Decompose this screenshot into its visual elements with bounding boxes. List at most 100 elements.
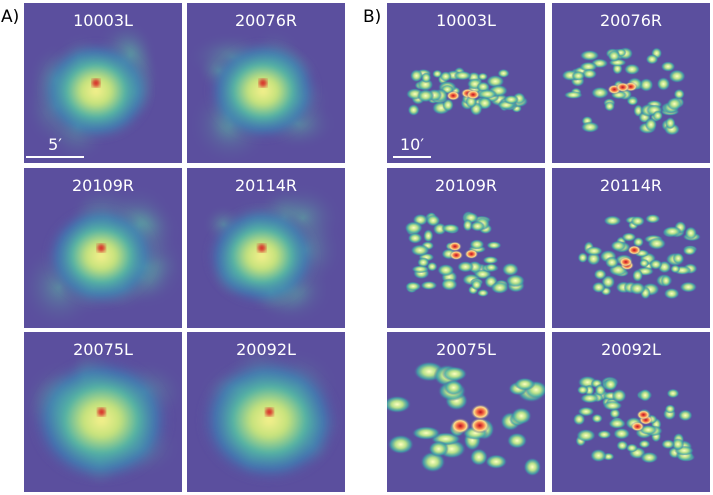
heatmap-content xyxy=(187,27,337,163)
spot xyxy=(404,221,424,235)
image-label: 20109R xyxy=(72,176,134,195)
spot xyxy=(563,90,583,100)
spot xyxy=(485,454,508,470)
spot xyxy=(579,61,598,72)
spot xyxy=(469,448,489,466)
core xyxy=(38,39,155,143)
spot xyxy=(638,439,651,449)
heatmap: 20075L xyxy=(387,332,545,492)
spot xyxy=(477,72,489,81)
hot-spot xyxy=(446,90,461,101)
spot xyxy=(638,388,652,402)
image-label: 10003L xyxy=(436,11,496,30)
core xyxy=(29,355,175,485)
spot xyxy=(591,281,606,294)
spot xyxy=(603,377,618,391)
hot-spot xyxy=(447,241,462,252)
spot xyxy=(677,409,693,422)
peak xyxy=(258,79,267,87)
spot xyxy=(666,97,683,111)
spot xyxy=(649,259,663,270)
spot xyxy=(514,377,536,391)
image-label: 10003L xyxy=(73,11,133,30)
spot xyxy=(420,280,438,291)
peak xyxy=(97,244,106,252)
heatmap-content xyxy=(24,17,162,163)
core xyxy=(204,39,321,143)
spot xyxy=(420,72,432,84)
spot xyxy=(482,255,499,265)
heatmap: 20114R xyxy=(187,168,345,328)
spot xyxy=(580,121,600,133)
spot xyxy=(644,117,658,132)
heatmap-bg xyxy=(387,3,545,163)
peak xyxy=(265,408,274,416)
core xyxy=(196,355,342,485)
spot xyxy=(660,61,676,72)
spot xyxy=(604,256,620,269)
hot-spot xyxy=(466,89,481,100)
heatmap: 20114R xyxy=(552,168,710,328)
spot xyxy=(576,385,589,395)
spot xyxy=(510,407,532,425)
heatmap: 20109R xyxy=(387,168,545,328)
spot xyxy=(490,281,510,294)
image-label: 20114R xyxy=(235,176,297,195)
spot xyxy=(590,448,607,463)
spot xyxy=(661,439,675,450)
spot xyxy=(670,264,681,274)
peak xyxy=(92,79,101,87)
spot xyxy=(590,86,610,99)
peak xyxy=(97,408,106,416)
spot xyxy=(477,89,498,100)
image-label: 20076R xyxy=(235,11,297,30)
heatmap-content xyxy=(24,182,182,328)
spot xyxy=(684,226,698,240)
spot xyxy=(672,252,685,265)
spot xyxy=(609,408,621,419)
spot xyxy=(630,215,646,227)
spot xyxy=(652,110,664,122)
heatmap-content xyxy=(24,344,182,490)
spot xyxy=(407,104,420,116)
hot-spot xyxy=(449,250,464,261)
spot xyxy=(663,287,680,300)
spot xyxy=(416,89,435,103)
heatmap: 20076R xyxy=(552,3,710,163)
spot xyxy=(656,76,671,91)
spot xyxy=(439,71,452,82)
spot xyxy=(387,434,415,455)
spot xyxy=(632,269,644,283)
spot xyxy=(423,229,434,243)
spot xyxy=(625,443,639,453)
spot xyxy=(665,116,676,130)
image-label: 20076R xyxy=(600,11,662,30)
spot xyxy=(476,288,489,298)
spot xyxy=(671,438,685,451)
spot xyxy=(640,451,659,464)
heatmap-content xyxy=(387,361,545,477)
hot-spot xyxy=(470,404,491,421)
spot xyxy=(428,440,449,457)
spot xyxy=(673,88,685,100)
peak xyxy=(257,244,266,252)
spot xyxy=(577,252,589,264)
spot xyxy=(572,413,586,426)
heatmap-content xyxy=(577,213,702,300)
image-label: 20075L xyxy=(73,340,133,359)
spot xyxy=(647,237,667,250)
spot xyxy=(581,68,598,80)
spot xyxy=(437,263,455,277)
spot xyxy=(591,413,603,424)
core xyxy=(43,204,160,308)
spot xyxy=(576,428,596,443)
hot-spot xyxy=(636,409,651,420)
heatmap: 20092L xyxy=(552,332,710,492)
hot-spot xyxy=(630,421,645,432)
spot xyxy=(666,388,680,399)
spot xyxy=(441,223,460,233)
spot xyxy=(629,281,646,296)
spot xyxy=(425,214,441,227)
panel-label: B) xyxy=(363,7,381,27)
spot xyxy=(469,239,485,250)
